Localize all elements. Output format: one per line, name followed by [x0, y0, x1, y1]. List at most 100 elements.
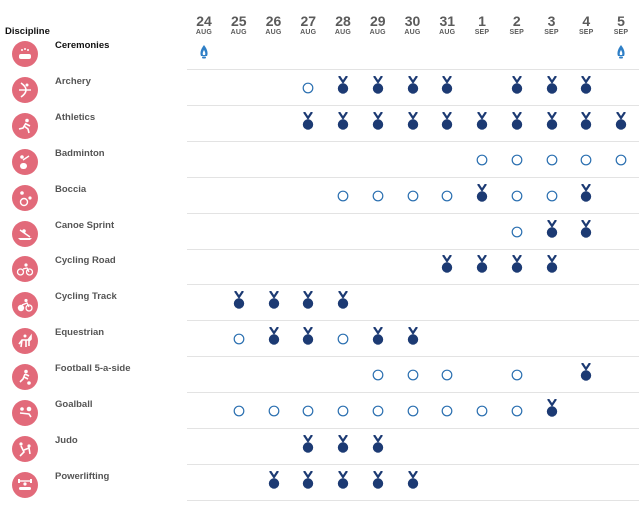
discipline-name[interactable]: Powerlifting — [55, 470, 110, 482]
medal-event-icon — [406, 327, 420, 347]
discipline-row[interactable]: Archery — [0, 70, 639, 106]
discipline-row[interactable]: Canoe Sprint — [0, 214, 639, 250]
medal-event-icon — [579, 111, 593, 132]
competition-circle-icon — [510, 401, 524, 421]
competition-circle-icon — [232, 401, 246, 421]
medal-event-icon — [440, 75, 454, 96]
medal-event-icon — [336, 434, 350, 455]
medal-event-icon — [301, 111, 315, 132]
discipline-name[interactable]: Goalball — [55, 399, 93, 410]
paralympic-flame-icon — [197, 42, 211, 62]
month-label: AUG — [265, 29, 282, 36]
medal-event-icon — [371, 111, 385, 132]
day-number: 4 — [582, 13, 591, 29]
month-label: AUG — [334, 29, 352, 36]
day-number: 31 — [439, 13, 456, 29]
discipline-name[interactable]: Canoe Sprint — [55, 219, 115, 231]
discipline-row[interactable]: Athletics — [0, 106, 639, 142]
discipline-name[interactable]: Boccia — [55, 183, 87, 195]
day-number: 26 — [265, 13, 282, 29]
discipline-name[interactable]: Equestrian — [55, 327, 105, 339]
day-number: 3 — [547, 13, 556, 29]
row-divider — [187, 69, 639, 70]
discipline-row[interactable]: Boccia — [0, 178, 639, 214]
competition-circle-icon — [510, 186, 524, 206]
ceremonies-icon — [12, 41, 38, 67]
athletics-icon — [12, 112, 38, 139]
competition-circle-icon — [406, 401, 420, 421]
discipline-name[interactable]: Football 5-a-side — [55, 363, 131, 375]
date-column-header: 27 AUG — [291, 14, 325, 36]
month-label: AUG — [439, 29, 456, 36]
medal-event-icon — [301, 291, 315, 311]
row-divider — [187, 463, 639, 465]
discipline-row[interactable]: Cycling Road — [0, 249, 639, 286]
day-number: 2 — [512, 13, 521, 29]
medal-event-icon — [371, 75, 385, 96]
discipline-row[interactable]: Goalball — [0, 393, 639, 429]
medal-event-icon — [440, 111, 454, 132]
row-divider — [187, 104, 639, 106]
month-label: SEP — [474, 29, 490, 36]
month-label: SEP — [613, 29, 629, 36]
day-number: 1 — [478, 13, 486, 29]
discipline-name[interactable]: Ceremonies — [55, 40, 110, 51]
discipline-row[interactable]: Cycling Track — [0, 285, 639, 322]
date-column-header: 26 AUG — [257, 14, 291, 36]
medal-event-icon — [232, 291, 246, 311]
medal-event-icon — [371, 327, 385, 347]
discipline-row[interactable]: Powerlifting — [0, 465, 639, 501]
discipline-name[interactable]: Archery — [55, 75, 91, 87]
discipline-row[interactable]: Badminton — [0, 142, 639, 178]
medal-event-icon — [475, 183, 489, 204]
medal-event-icon — [336, 75, 350, 96]
medal-event-icon — [336, 291, 350, 311]
day-number: 30 — [404, 13, 421, 29]
month-label: SEP — [544, 29, 559, 36]
day-number: 28 — [335, 13, 351, 29]
canoe-sprint-icon — [12, 220, 38, 247]
medal-event-icon — [267, 470, 281, 491]
competition-circle-icon — [545, 150, 559, 170]
discipline-name[interactable]: Cycling Road — [55, 255, 116, 267]
discipline-name[interactable]: Cycling Track — [55, 291, 117, 303]
medal-event-icon — [510, 111, 524, 132]
competition-circle-icon — [371, 365, 385, 385]
date-column-header: 2 SEP — [500, 14, 534, 36]
date-column-header: 30 AUG — [396, 14, 430, 36]
medal-event-icon — [336, 470, 350, 491]
competition-circle-icon — [267, 401, 281, 421]
medal-event-icon — [579, 183, 593, 204]
competition-circle-icon — [510, 150, 524, 170]
discipline-name[interactable]: Badminton — [55, 147, 105, 159]
month-label: SEP — [509, 29, 525, 36]
competition-circle-icon — [336, 329, 350, 349]
medal-event-icon — [475, 111, 489, 132]
medal-event-icon — [371, 434, 385, 455]
row-divider — [187, 428, 639, 429]
date-column-header: 5 SEP — [604, 14, 638, 36]
cycling-road-icon — [12, 256, 38, 283]
medal-event-icon — [336, 111, 350, 132]
powerlifting-icon — [12, 471, 38, 498]
discipline-name[interactable]: Judo — [55, 434, 78, 446]
badminton-icon — [12, 148, 38, 175]
discipline-row[interactable]: Equestrian — [0, 321, 639, 358]
competition-circle-icon — [406, 365, 420, 385]
medal-event-icon — [579, 219, 593, 240]
month-label: SEP — [578, 29, 594, 36]
medal-event-icon — [301, 470, 315, 491]
date-column-header: 28 AUG — [326, 14, 360, 36]
discipline-row[interactable]: Ceremonies — [0, 34, 639, 70]
judo-icon — [12, 435, 38, 462]
row-divider — [187, 248, 639, 250]
discipline-name[interactable]: Athletics — [55, 111, 96, 123]
discipline-row[interactable]: Judo — [0, 429, 639, 465]
medal-event-icon — [510, 255, 524, 275]
date-column-header: 24 AUG — [187, 14, 221, 36]
cycling-track-icon — [12, 292, 38, 319]
date-column-header: 29 AUG — [361, 14, 395, 36]
discipline-row[interactable]: Football 5-a-side — [0, 357, 639, 394]
row-divider — [187, 284, 639, 286]
competition-circle-icon — [301, 401, 315, 421]
